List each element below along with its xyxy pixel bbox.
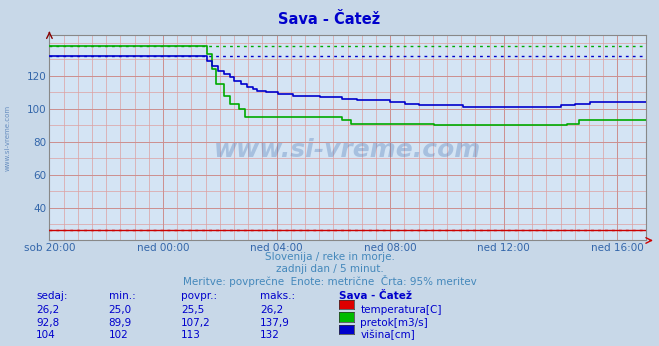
Text: 92,8: 92,8 [36,318,59,328]
Text: povpr.:: povpr.: [181,291,217,301]
Text: min.:: min.: [109,291,136,301]
Text: Sava - Čatež: Sava - Čatež [278,12,381,27]
Text: 26,2: 26,2 [260,305,283,315]
Text: 132: 132 [260,330,280,340]
Text: 26,2: 26,2 [36,305,59,315]
Text: 25,0: 25,0 [109,305,132,315]
Text: www.si-vreme.com: www.si-vreme.com [214,138,481,162]
Text: www.si-vreme.com: www.si-vreme.com [5,105,11,172]
Text: pretok[m3/s]: pretok[m3/s] [360,318,428,328]
Text: 104: 104 [36,330,56,340]
Text: 137,9: 137,9 [260,318,290,328]
Text: 113: 113 [181,330,201,340]
Text: 25,5: 25,5 [181,305,204,315]
Text: Slovenija / reke in morje.: Slovenija / reke in morje. [264,252,395,262]
Text: 102: 102 [109,330,129,340]
Text: maks.:: maks.: [260,291,295,301]
Text: sedaj:: sedaj: [36,291,68,301]
Text: Sava - Čatež: Sava - Čatež [339,291,413,301]
Text: temperatura[C]: temperatura[C] [360,305,442,315]
Text: Meritve: povprečne  Enote: metrične  Črta: 95% meritev: Meritve: povprečne Enote: metrične Črta:… [183,275,476,287]
Text: 89,9: 89,9 [109,318,132,328]
Text: 107,2: 107,2 [181,318,211,328]
Text: višina[cm]: višina[cm] [360,330,415,340]
Text: zadnji dan / 5 minut.: zadnji dan / 5 minut. [275,264,384,274]
